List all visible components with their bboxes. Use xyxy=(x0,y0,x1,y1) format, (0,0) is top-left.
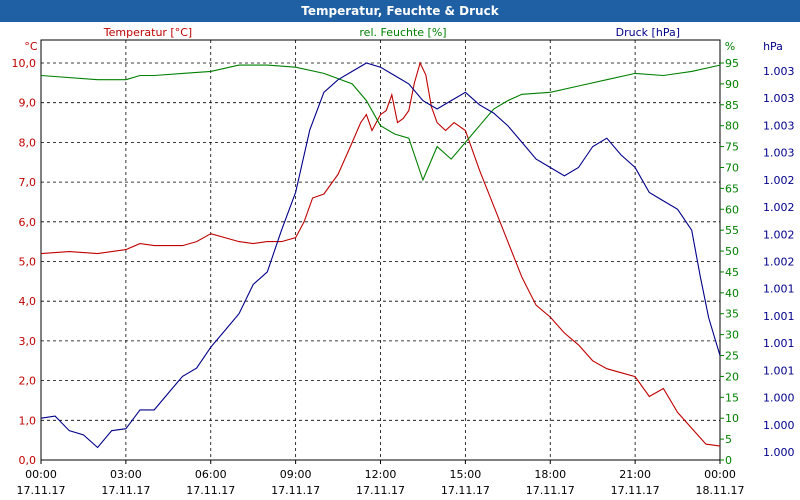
y-tick-humidity: 50 xyxy=(725,245,739,258)
y-tick-humidity: 35 xyxy=(725,308,739,321)
y-tick-humidity: 20 xyxy=(725,370,739,383)
y-tick-humidity: 15 xyxy=(725,391,739,404)
y-tick-humidity: 5 xyxy=(725,433,732,446)
y-tick-pressure: 1.002 xyxy=(763,174,795,187)
axis-unit-humidity: % xyxy=(725,40,735,53)
y-tick-humidity: 65 xyxy=(725,182,739,195)
y-tick-temperature: 3,0 xyxy=(19,335,37,348)
x-tick-time: 09:00 xyxy=(280,468,312,481)
series-line-temp xyxy=(40,61,721,447)
y-tick-temperature: 0,0 xyxy=(19,454,37,467)
y-tick-temperature: 2,0 xyxy=(19,375,37,388)
y-tick-temperature: 7,0 xyxy=(19,176,37,189)
y-tick-pressure: 1.001 xyxy=(763,283,795,296)
x-tick-date: 17.11.17 xyxy=(186,484,235,497)
series-line-hum xyxy=(40,64,721,182)
y-tick-humidity: 70 xyxy=(725,161,739,174)
x-tick-date: 17.11.17 xyxy=(356,484,405,497)
y-tick-pressure: 1.003 xyxy=(763,92,795,105)
axis-title-pressure: Druck [hPa] xyxy=(616,26,680,39)
axis-unit-temperature: °C xyxy=(24,40,38,53)
y-tick-temperature: 4,0 xyxy=(19,295,37,308)
y-tick-pressure: 1.003 xyxy=(763,147,795,160)
y-tick-temperature: 9,0 xyxy=(19,97,37,110)
x-tick-time: 18:00 xyxy=(534,468,566,481)
y-tick-pressure: 1.002 xyxy=(763,228,795,241)
y-tick-temperature: 6,0 xyxy=(19,216,37,229)
x-tick-time: 03:00 xyxy=(110,468,142,481)
x-tick-date: 18.11.17 xyxy=(696,484,745,497)
y-tick-pressure: 1.001 xyxy=(763,364,795,377)
x-tick-date: 17.11.17 xyxy=(441,484,490,497)
x-tick-time: 06:00 xyxy=(195,468,227,481)
y-tick-pressure: 1.000 xyxy=(763,392,795,405)
chart-title: Temperatur, Feuchte & Druck xyxy=(0,0,800,22)
y-tick-temperature: 8,0 xyxy=(19,136,37,149)
y-tick-humidity: 30 xyxy=(725,329,739,342)
y-tick-pressure: 1.001 xyxy=(763,337,795,350)
y-tick-humidity: 55 xyxy=(725,224,739,237)
y-tick-pressure: 1.002 xyxy=(763,201,795,214)
y-tick-temperature: 5,0 xyxy=(19,256,37,269)
x-tick-time: 00:00 xyxy=(704,468,736,481)
x-tick-time: 12:00 xyxy=(365,468,397,481)
x-tick-date: 17.11.17 xyxy=(17,484,66,497)
y-tick-humidity: 90 xyxy=(725,78,739,91)
y-tick-humidity: 85 xyxy=(725,99,739,112)
y-tick-humidity: 60 xyxy=(725,203,739,216)
y-tick-humidity: 80 xyxy=(725,120,739,133)
y-tick-humidity: 0 xyxy=(725,454,732,467)
y-tick-humidity: 10 xyxy=(725,412,739,425)
y-tick-humidity: 25 xyxy=(725,350,739,363)
y-tick-humidity: 40 xyxy=(725,287,739,300)
y-tick-pressure: 1.001 xyxy=(763,310,795,323)
y-tick-humidity: 75 xyxy=(725,141,739,154)
y-tick-temperature: 1,0 xyxy=(19,414,37,427)
y-tick-pressure: 1.000 xyxy=(763,419,795,432)
y-tick-pressure: 1.003 xyxy=(763,119,795,132)
x-tick-date: 17.11.17 xyxy=(101,484,150,497)
x-tick-time: 00:00 xyxy=(25,468,57,481)
series-line-hum xyxy=(40,62,721,449)
x-tick-date: 17.11.17 xyxy=(611,484,660,497)
x-tick-date: 17.11.17 xyxy=(271,484,320,497)
y-tick-pressure: 1.000 xyxy=(763,446,795,459)
axis-unit-pressure: hPa xyxy=(763,40,783,53)
y-tick-pressure: 1.003 xyxy=(763,65,795,78)
x-tick-time: 21:00 xyxy=(619,468,651,481)
y-tick-humidity: 45 xyxy=(725,266,739,279)
axis-title-humidity: rel. Feuchte [%] xyxy=(359,26,446,39)
x-tick-date: 17.11.17 xyxy=(526,484,575,497)
y-tick-pressure: 1.002 xyxy=(763,256,795,269)
axis-title-temperature: Temperatur [°C] xyxy=(103,26,192,39)
y-tick-temperature: 10,0 xyxy=(12,57,37,70)
y-tick-humidity: 95 xyxy=(725,57,739,70)
x-tick-time: 15:00 xyxy=(450,468,482,481)
